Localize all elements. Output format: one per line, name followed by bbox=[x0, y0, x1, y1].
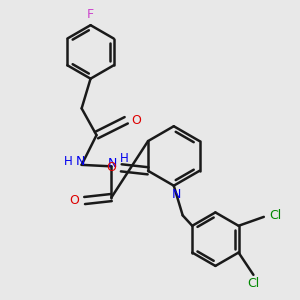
Text: N: N bbox=[172, 188, 182, 201]
Text: H: H bbox=[120, 152, 129, 165]
Text: O: O bbox=[132, 114, 142, 127]
Text: F: F bbox=[87, 8, 94, 21]
Text: N: N bbox=[76, 155, 85, 168]
Text: Cl: Cl bbox=[247, 277, 260, 290]
Text: O: O bbox=[69, 194, 79, 207]
Text: H: H bbox=[64, 155, 73, 168]
Text: Cl: Cl bbox=[270, 209, 282, 222]
Text: N: N bbox=[108, 157, 118, 170]
Text: O: O bbox=[106, 161, 116, 174]
